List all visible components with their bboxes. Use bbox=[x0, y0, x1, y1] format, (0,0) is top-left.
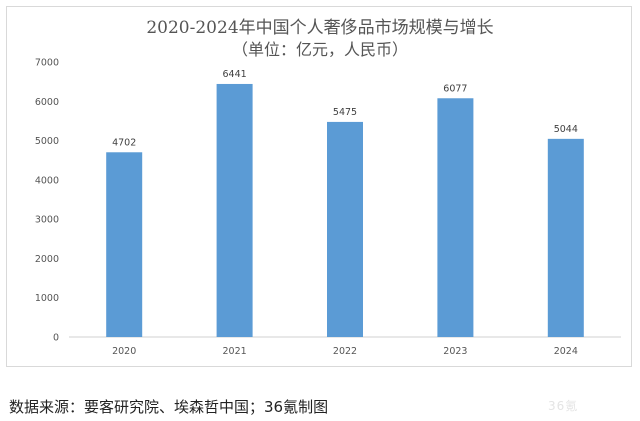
source-note: 数据来源：要客研究院、埃森哲中国；36氪制图 bbox=[9, 398, 329, 416]
data-label: 4702 bbox=[112, 137, 136, 148]
chart-title: 2020-2024年中国个人奢侈品市场规模与增长 bbox=[146, 18, 494, 38]
bar bbox=[547, 138, 584, 337]
x-tick-label: 2020 bbox=[112, 346, 136, 357]
bar bbox=[327, 121, 363, 338]
y-tick-label: 1000 bbox=[35, 293, 59, 304]
y-tick-label: 5000 bbox=[35, 136, 59, 147]
data-label: 6077 bbox=[443, 83, 467, 94]
chart-subtitle: （单位：亿元，人民币） bbox=[231, 40, 408, 59]
x-tick-label: 2022 bbox=[333, 346, 357, 357]
watermark-logo: 36氪 bbox=[548, 399, 579, 413]
y-tick-label: 7000 bbox=[35, 58, 59, 69]
data-label: 6441 bbox=[223, 69, 247, 80]
chart-card: 2020-2024年中国个人奢侈品市场规模与增长 （单位：亿元，人民币） 0 10… bbox=[6, 6, 632, 367]
y-tick-label: 2000 bbox=[35, 254, 59, 265]
bar bbox=[437, 98, 474, 337]
data-label: 5044 bbox=[554, 124, 578, 135]
bar bbox=[216, 83, 253, 337]
bar-chart: 0 1000 2000 3000 4000 5000 6000 7000 4702 2020 644… bbox=[35, 58, 621, 357]
y-tick-label: 4000 bbox=[35, 175, 59, 186]
bar bbox=[106, 152, 143, 337]
y-tick-label: 6000 bbox=[35, 97, 59, 108]
x-tick-label: 2024 bbox=[554, 346, 578, 357]
x-tick-label: 2023 bbox=[443, 346, 467, 357]
data-label: 5475 bbox=[333, 107, 357, 118]
y-tick-label: 0 bbox=[53, 333, 59, 344]
y-tick-label: 3000 bbox=[35, 215, 59, 226]
x-tick-label: 2021 bbox=[223, 346, 247, 357]
